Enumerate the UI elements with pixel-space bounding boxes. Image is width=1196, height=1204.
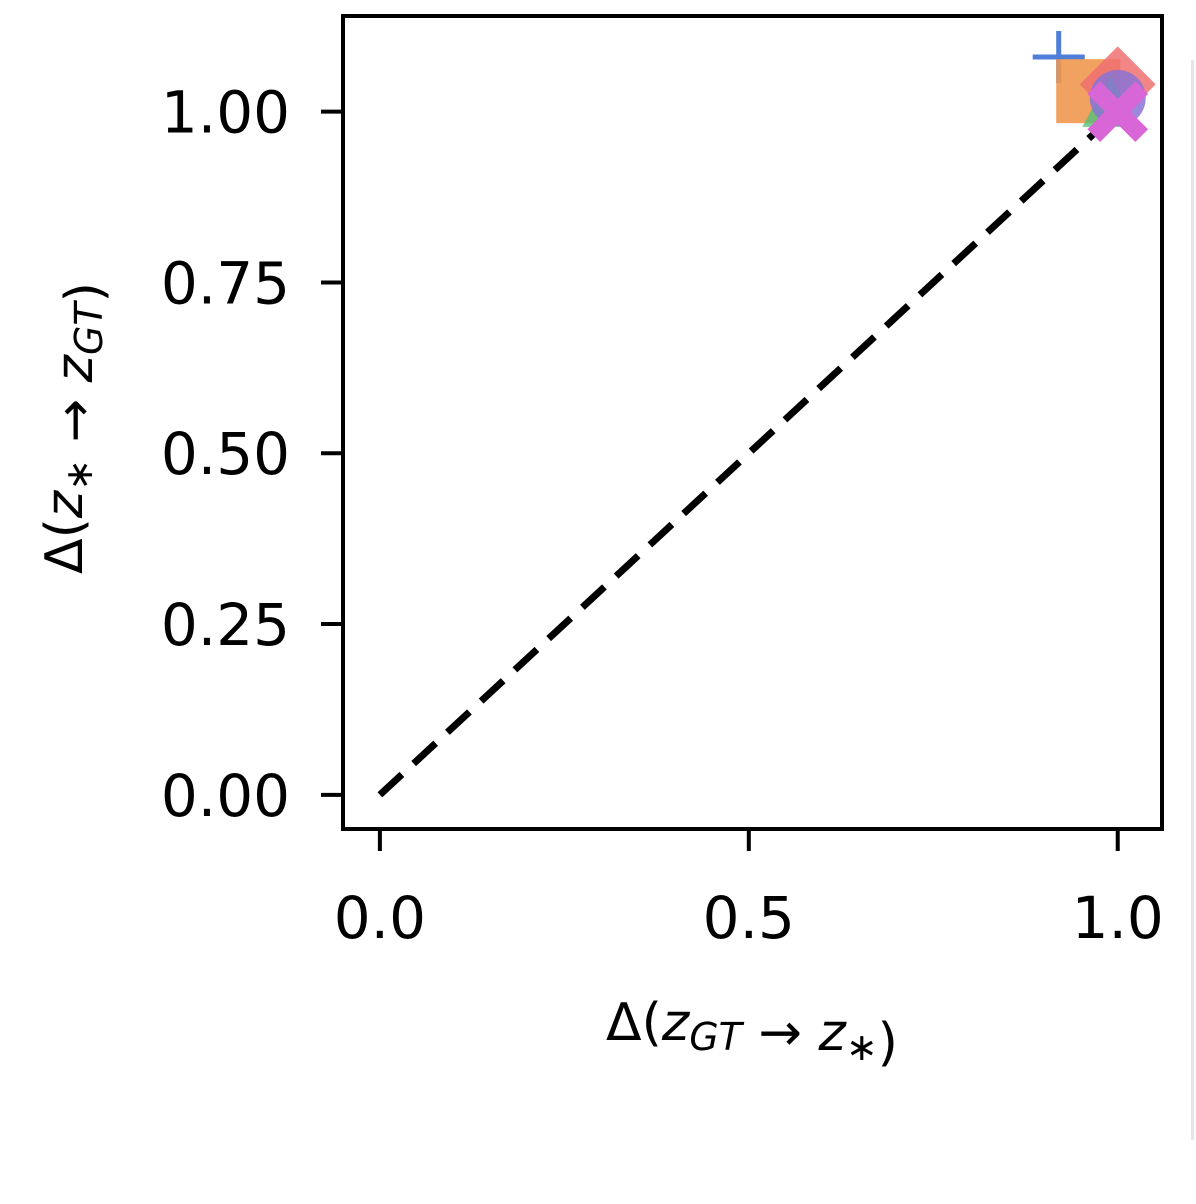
plot-area [377, 30, 1156, 798]
x-axis-label: Δ(zGT → z∗) [606, 993, 898, 1073]
identity-reference-line [377, 109, 1121, 798]
circle-marker [1089, 69, 1146, 126]
axis-ticks: 0.0 0.5 1.0 0.00 0.25 0.50 0.75 1.00 [161, 79, 1164, 952]
x-marker [1087, 81, 1149, 143]
x-tick-label: 1.0 [1072, 884, 1164, 952]
y-axis-label: Δ(z∗ → zGT) [35, 282, 115, 574]
y-tick-label: 0.50 [161, 420, 290, 488]
y-tick-label: 0.00 [161, 762, 290, 830]
panel-edge [1191, 60, 1194, 1140]
y-tick-label: 1.00 [161, 79, 290, 147]
y-tick-label: 0.25 [161, 591, 290, 659]
x-tick-label: 0.5 [703, 884, 795, 952]
plot-frame [341, 14, 1164, 831]
x-tick-label: 0.0 [334, 884, 426, 952]
y-tick-label: 0.75 [161, 249, 290, 317]
